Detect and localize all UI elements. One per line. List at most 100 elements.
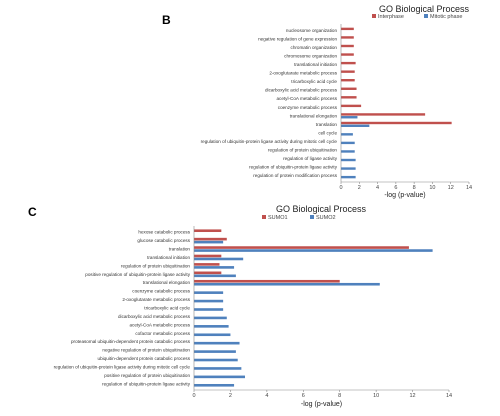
category-label: regulation of ubiquitin-protein ligase a… <box>102 381 191 386</box>
category-label: translational initiation <box>147 255 190 260</box>
category-label: positive regulation of ubiquitin-protein… <box>85 272 190 277</box>
bar-series2 <box>194 333 231 337</box>
category-label: proteasomal ubiquitin-dependent protein … <box>71 339 191 344</box>
category-label: acetyl-CoA metabolic process <box>129 322 190 327</box>
x-tick-label: 0 <box>339 185 342 191</box>
bar-series2 <box>341 133 353 136</box>
category-label: dicarboxylic acid metabolic process <box>118 314 191 319</box>
category-label: regulation of ligase activity <box>283 156 338 161</box>
bar-series2 <box>194 257 244 261</box>
legend-label-1: Mitotic phase <box>430 14 462 20</box>
category-label: cofactor metabolic process <box>135 331 190 336</box>
x-tick-label: 0 <box>192 393 195 399</box>
chart-title: GO Biological Process <box>276 204 367 214</box>
legend-swatch-0 <box>372 14 376 18</box>
bar-series2 <box>341 124 370 127</box>
x-tick-label: 12 <box>448 185 454 191</box>
category-label: translational initiation <box>294 62 337 67</box>
x-tick-label: 10 <box>373 393 379 399</box>
bar-series2 <box>341 158 356 162</box>
category-label: 2-oxoglutarate metabolic process <box>122 297 190 302</box>
category-label: regulation of protein modification proce… <box>253 173 337 178</box>
bar-series2 <box>341 175 356 179</box>
x-tick-label: 14 <box>466 185 472 191</box>
x-tick-label: 6 <box>394 185 397 191</box>
x-axis-label: -log (p-value) <box>384 192 425 199</box>
category-label: tricarboxylic acid cycle <box>144 306 190 311</box>
bar-series1 <box>194 279 340 283</box>
bar-series2 <box>194 308 224 311</box>
x-tick-label: 14 <box>446 393 452 399</box>
category-label: dicarboxylic acid metabolic process <box>265 88 338 93</box>
bar-series1 <box>194 246 409 249</box>
bar-series2 <box>341 150 355 153</box>
bar-series1 <box>194 229 222 233</box>
category-label: negative regulation of protein ubiquitin… <box>102 348 190 353</box>
category-label: acetyl-CoA metabolic process <box>276 96 337 101</box>
panel-letter-c: C <box>28 205 37 219</box>
bar-series1 <box>194 237 227 241</box>
x-tick-label: 4 <box>376 185 379 191</box>
category-label: translational elongation <box>143 280 191 285</box>
bar-series1 <box>341 44 354 48</box>
category-label: coenzyme metabolic process <box>278 105 338 110</box>
legend-swatch-0 <box>262 215 266 219</box>
x-tick-label: 2 <box>358 185 361 191</box>
bar-series1 <box>341 113 426 116</box>
x-tick-label: 12 <box>410 393 416 399</box>
bar-series1 <box>194 254 222 258</box>
x-axis-label: -log (p-value) <box>301 401 342 408</box>
chart-title: GO Biological Process <box>379 4 470 14</box>
legend-label-0: SUMO1 <box>268 215 288 221</box>
x-tick-label: 10 <box>429 185 435 191</box>
bar-series2 <box>194 350 236 353</box>
category-label: translation <box>316 122 338 127</box>
category-label: positive regulation of protein ubiquitin… <box>104 373 190 378</box>
bar-series2 <box>341 141 355 145</box>
bar-series1 <box>341 121 452 125</box>
x-tick-label: 8 <box>338 393 341 399</box>
bar-series2 <box>194 249 433 252</box>
category-label: chromosome organization <box>284 53 337 58</box>
category-label: regulation of protein ubiquitination <box>268 148 337 153</box>
category-label: glucose catabolic process <box>137 238 190 243</box>
bar-series1 <box>341 87 357 90</box>
bar-series2 <box>341 116 358 119</box>
bar-series1 <box>341 104 362 108</box>
bar-series2 <box>194 316 227 320</box>
category-label: regulation of ubiquitin-protein ligase a… <box>201 139 338 144</box>
x-tick-label: 6 <box>302 393 305 399</box>
category-label: hexose catabolic process <box>138 230 190 235</box>
bar-series1 <box>341 27 354 31</box>
bar-series2 <box>194 367 242 370</box>
bar-series2 <box>194 266 235 269</box>
legend-label-0: Interphase <box>378 14 404 20</box>
bar-series2 <box>194 282 380 286</box>
legend-label-1: SUMO2 <box>316 215 336 221</box>
bar-series1 <box>341 96 357 99</box>
bar-series2 <box>194 375 245 379</box>
bar-series1 <box>194 263 220 266</box>
bar-series2 <box>194 358 238 362</box>
bar-series1 <box>341 70 355 73</box>
legend-swatch-1 <box>310 215 314 219</box>
category-label: regulation of ubiquitin-protein ligase a… <box>249 165 338 170</box>
bar-series2 <box>194 341 240 345</box>
category-label: translation <box>169 247 191 252</box>
category-label: tricarboxylic acid cycle <box>291 79 337 84</box>
bar-series1 <box>341 36 354 39</box>
category-label: cell cycle <box>318 130 337 135</box>
bar-series2 <box>194 383 235 387</box>
category-label: regulation of ubiquitin-protein ligase a… <box>54 364 191 369</box>
bar-series2 <box>194 299 224 303</box>
category-label: chromatin organization <box>291 45 338 50</box>
bar-series2 <box>194 274 236 278</box>
bar-series2 <box>194 240 224 244</box>
x-tick-label: 8 <box>413 185 416 191</box>
legend-swatch-1 <box>424 14 428 18</box>
bar-series2 <box>194 291 224 294</box>
category-label: nucleosome organization <box>286 28 338 33</box>
category-label: ubiquitin-dependent protein catabolic pr… <box>98 356 191 361</box>
